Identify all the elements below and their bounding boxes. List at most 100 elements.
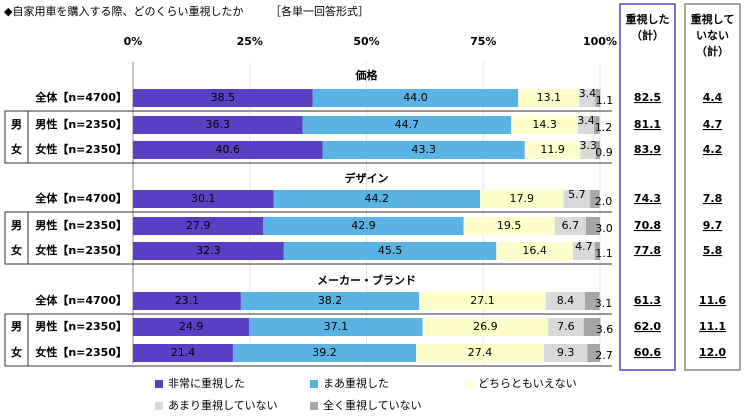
bar-segment: [133, 89, 313, 107]
data-label: 36.3: [206, 118, 231, 131]
data-label: 32.3: [196, 244, 221, 257]
total-value: 60.6: [634, 346, 661, 359]
data-label: 3.3: [579, 139, 597, 152]
bar-segment: [249, 318, 423, 336]
category-label: 全体【n=4700】: [34, 293, 127, 307]
data-label: 3.1: [595, 297, 613, 310]
total-value: 11.6: [699, 294, 726, 307]
bar-segment: [312, 89, 519, 107]
total-value: 9.7: [703, 219, 723, 232]
total-value: 70.8: [634, 219, 661, 232]
sex-label: 男: [11, 118, 22, 131]
bar-segment: [579, 89, 596, 107]
data-label: 44.7: [395, 118, 420, 131]
x-tick-label: 0%: [124, 35, 143, 48]
bar-segment: [543, 344, 588, 362]
bar-segment: [133, 116, 303, 134]
total-value: 62.0: [634, 320, 661, 333]
legend-label: どちらともいえない: [478, 377, 577, 390]
total-value: 11.1: [699, 320, 726, 333]
total-value: 81.1: [634, 118, 661, 131]
bar-segment: [587, 344, 600, 362]
total-value: 7.8: [703, 192, 723, 205]
bar-segment: [585, 217, 600, 235]
data-label: 5.7: [568, 188, 586, 201]
category-label: 男性【n=2350】: [35, 218, 127, 232]
bar-segment: [518, 89, 580, 107]
total-value: 4.7: [703, 118, 723, 131]
data-label: 16.4: [522, 244, 547, 257]
x-tick-label: 100%: [583, 35, 617, 48]
bar-segment: [422, 318, 549, 336]
bar-segment: [548, 318, 584, 336]
data-label: 43.3: [411, 143, 436, 156]
total-value: 77.8: [634, 244, 661, 257]
data-label: 27.9: [186, 219, 211, 232]
total-value: 5.8: [703, 244, 723, 257]
data-label: 40.6: [216, 143, 241, 156]
x-tick-label: 75%: [470, 35, 496, 48]
bar-segment: [133, 292, 241, 310]
bar-segment: [419, 292, 546, 310]
bar-segment: [463, 217, 555, 235]
bar-segment: [232, 344, 417, 362]
bar-segment: [524, 141, 581, 159]
sex-label: 男: [11, 320, 22, 333]
category-label: 女性【n=2350】: [35, 142, 127, 156]
data-label: 21.4: [171, 346, 196, 359]
data-label: 23.1: [175, 294, 200, 307]
data-label: 38.5: [211, 91, 236, 104]
bar-segment: [133, 190, 274, 208]
total-value: 4.4: [703, 91, 723, 104]
legend-label: まあ重視した: [323, 376, 389, 390]
chart-subtitle: ［各単一回答形式］: [270, 4, 369, 18]
chart-title: ◆自家用車を購入する際、どのくらい重視したか: [4, 4, 243, 18]
data-label: 38.2: [318, 294, 343, 307]
data-label: 42.9: [351, 219, 376, 232]
bar-segment: [133, 242, 284, 260]
data-label: 2.7: [595, 349, 613, 362]
data-label: 7.6: [557, 320, 575, 333]
total-box: [619, 3, 676, 371]
sex-box: [4, 211, 29, 265]
data-label: 6.7: [562, 219, 580, 232]
data-label: 1.2: [595, 121, 613, 134]
data-label: 3.4: [577, 114, 595, 127]
total-value: 12.0: [699, 346, 726, 359]
group-label: 価格: [355, 68, 379, 82]
category-label: 女性【n=2350】: [35, 243, 127, 257]
legend-label: 非常に重視した: [168, 376, 245, 390]
sex-label: 女: [11, 243, 22, 257]
total-header: （計）: [696, 44, 729, 58]
legend-label: 全く重視していない: [323, 398, 422, 412]
data-label: 0.9: [595, 146, 613, 159]
x-tick-label: 25%: [237, 35, 263, 48]
total-box: [684, 3, 741, 371]
data-label: 2.0: [595, 195, 613, 208]
data-label: 3.4: [579, 87, 597, 100]
data-label: 39.2: [312, 346, 337, 359]
legend-swatch: [310, 402, 318, 410]
bar-segment: [563, 190, 591, 208]
total-header: （計）: [631, 28, 664, 42]
category-label: 全体【n=4700】: [34, 191, 127, 205]
bar-segment: [578, 116, 594, 134]
legend-label: あまり重視していない: [168, 398, 278, 412]
bar-segment: [479, 190, 564, 208]
total-value: 4.2: [703, 143, 723, 156]
x-tick-label: 50%: [353, 35, 379, 48]
sex-label: 女: [11, 345, 22, 359]
bar-segment: [273, 190, 480, 208]
legend-swatch: [155, 402, 163, 410]
bar-segment: [590, 190, 600, 208]
total-header: 重視した: [626, 12, 670, 26]
data-label: 8.4: [557, 294, 575, 307]
bar-segment: [580, 141, 596, 159]
sex-box: [4, 313, 29, 367]
bar-segment: [263, 217, 464, 235]
legend-swatch: [465, 380, 473, 388]
bar-segment: [133, 344, 233, 362]
data-label: 37.1: [324, 320, 349, 333]
bar-segment: [572, 242, 595, 260]
